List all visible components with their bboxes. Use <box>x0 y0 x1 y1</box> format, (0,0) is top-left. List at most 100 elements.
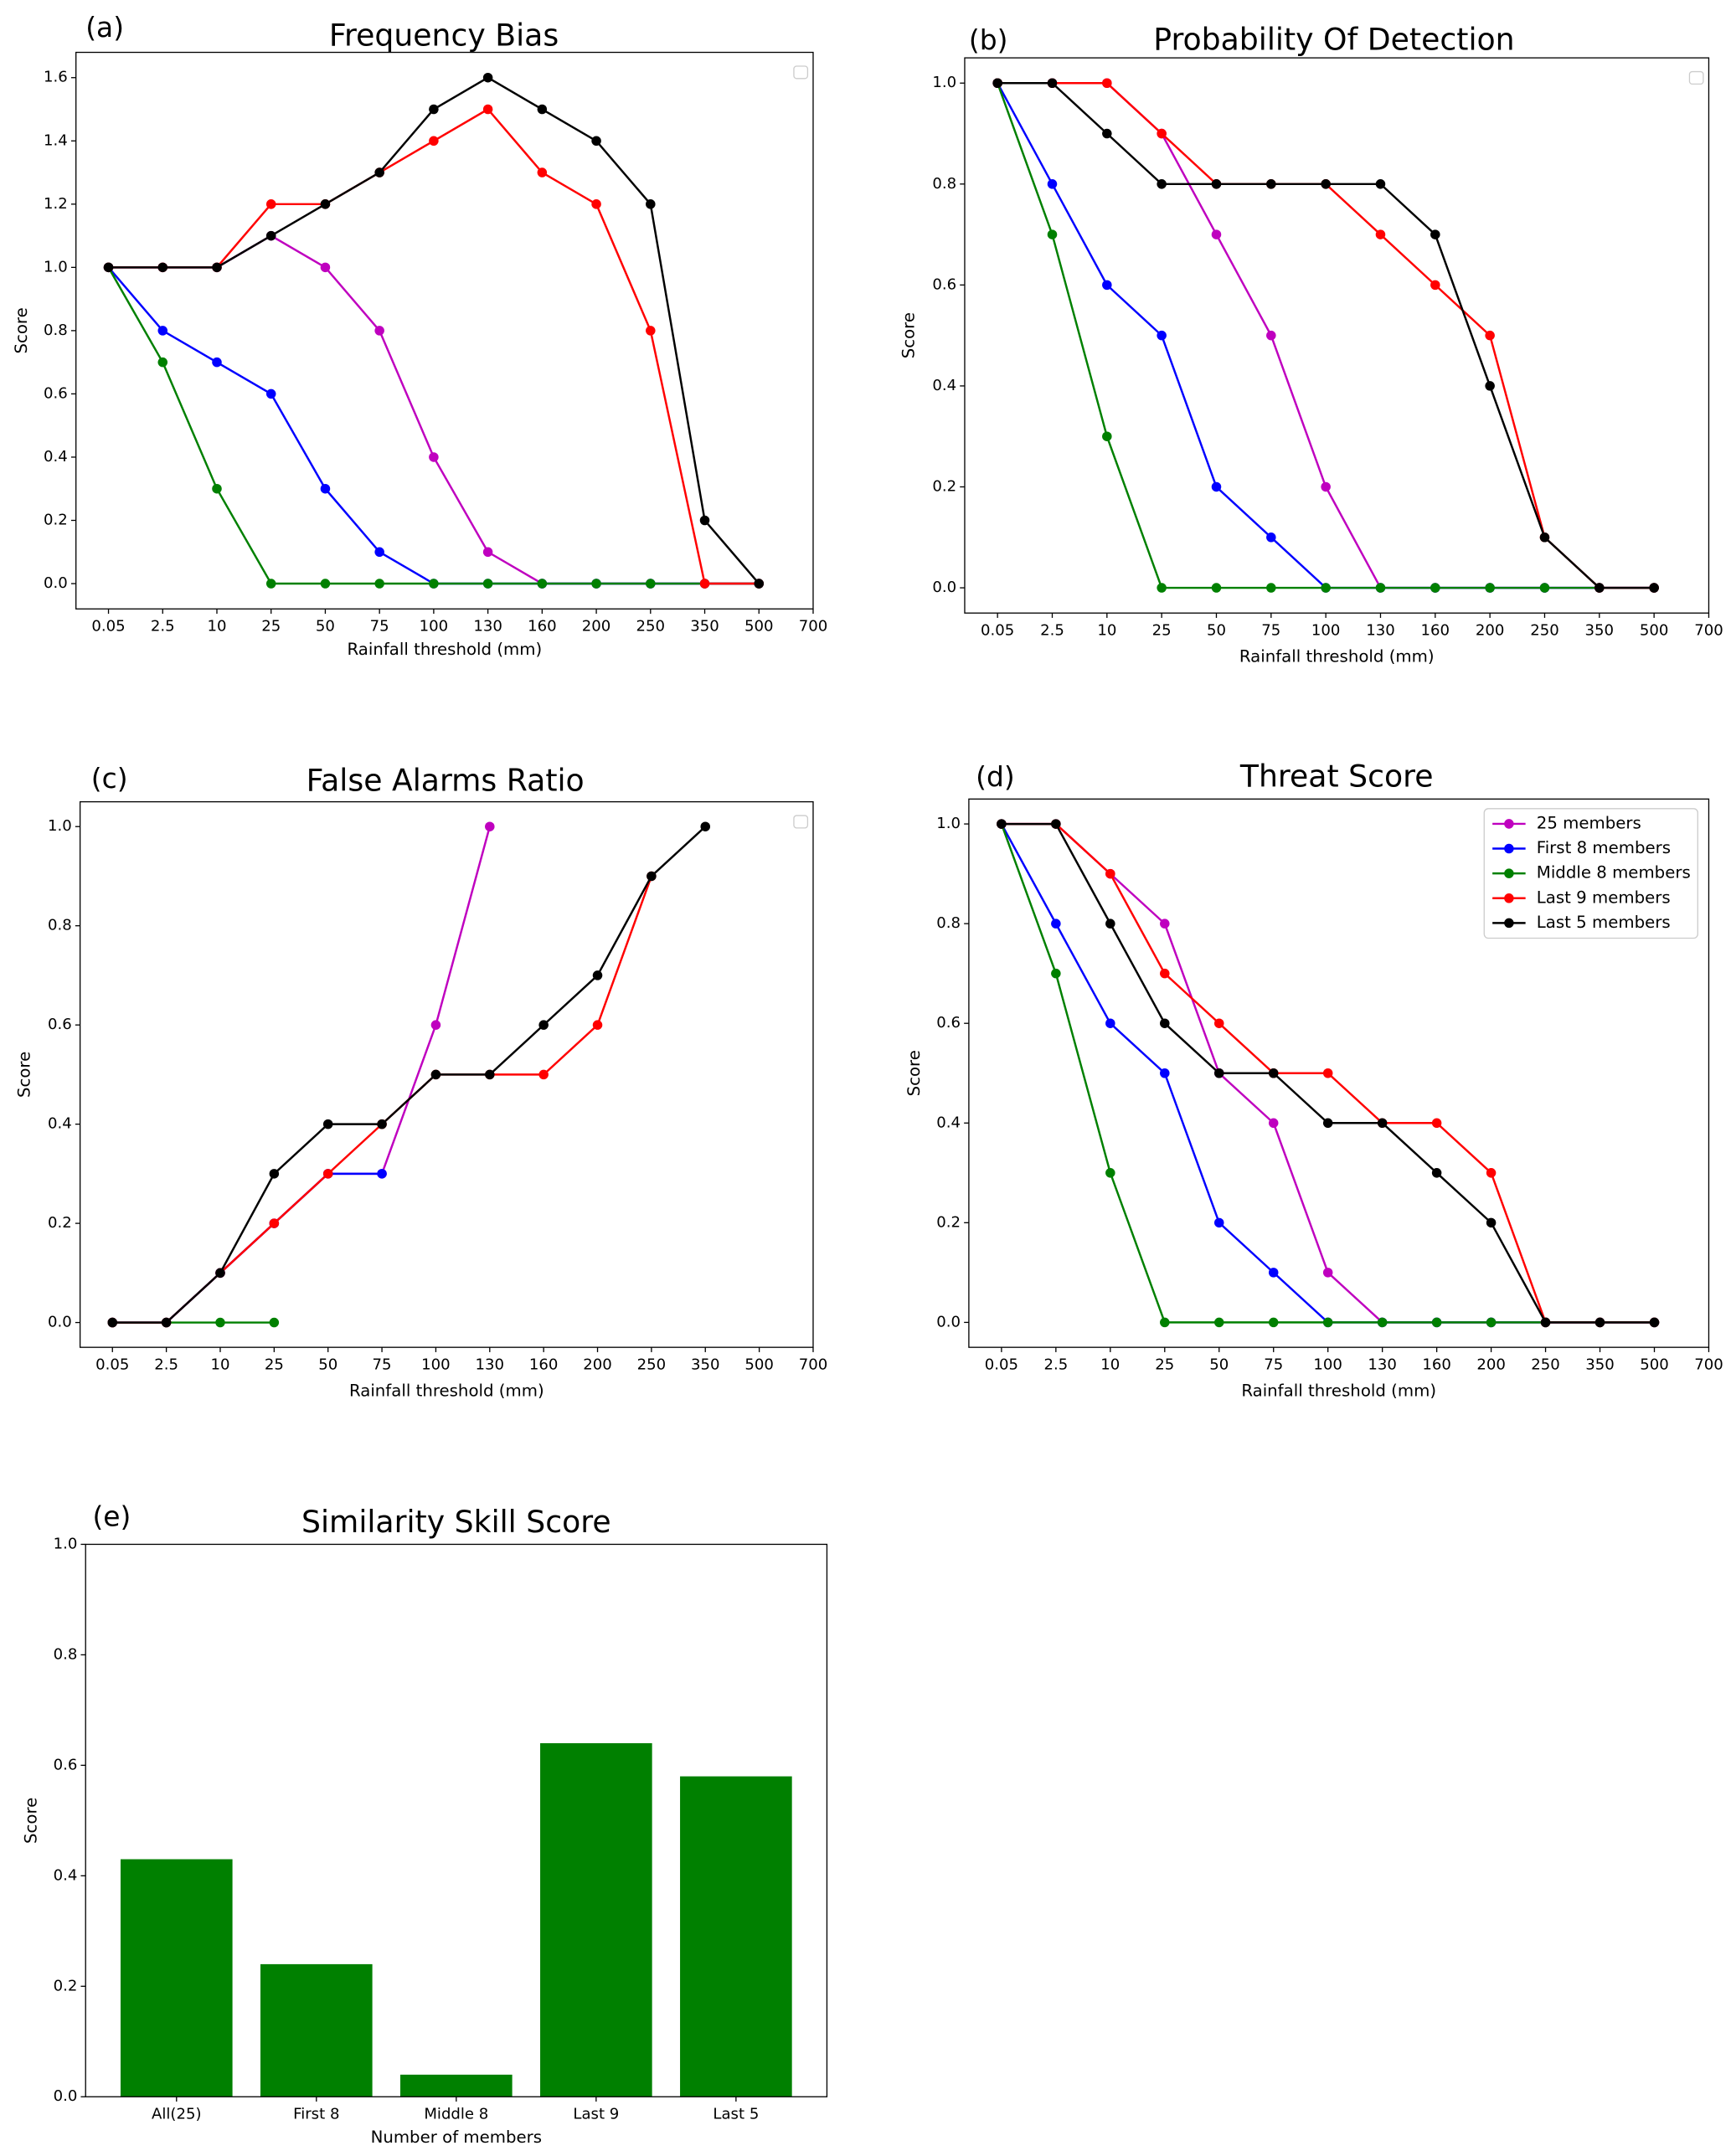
x-axis-label: Rainfall threshold (mm) <box>347 640 542 659</box>
point <box>1160 918 1170 929</box>
x-tick-label: 50 <box>316 618 335 635</box>
point <box>374 326 384 336</box>
point <box>1539 583 1550 593</box>
plot-frame <box>79 800 814 1348</box>
x-tick-label: 160 <box>1422 1356 1451 1374</box>
x-tick-label: 250 <box>636 618 666 635</box>
x-tick-label: 250 <box>1530 622 1559 640</box>
x-axis-label: Rainfall threshold (mm) <box>1241 1381 1436 1400</box>
point <box>107 1317 118 1328</box>
y-tick-label: 0.0 <box>54 2087 78 2105</box>
y-axis-label: Score <box>22 1798 41 1844</box>
x-tick-label: 2.5 <box>1040 622 1064 640</box>
x-tick-label: 100 <box>1313 1356 1342 1374</box>
x-tick-label: 500 <box>1640 1356 1669 1374</box>
x-tick-label: Middle 8 <box>424 2106 488 2123</box>
y-tick-label: 1.0 <box>932 74 956 91</box>
point <box>1051 918 1061 929</box>
x-tick-label: 200 <box>1476 1356 1506 1374</box>
point <box>1322 1317 1333 1328</box>
point <box>1157 128 1167 139</box>
point <box>1268 1268 1279 1278</box>
x-tick-label: 700 <box>799 1356 828 1374</box>
point <box>591 579 601 589</box>
legend-label: First 8 members <box>1537 838 1671 857</box>
bar <box>120 1859 233 2097</box>
point <box>377 1169 387 1179</box>
x-tick-label: 25 <box>261 618 281 635</box>
point <box>754 579 765 589</box>
point <box>1268 1118 1279 1129</box>
x-tick-label: 130 <box>1366 622 1395 640</box>
chart-title: False Alarms Ratio <box>307 763 585 799</box>
x-tick-label: 75 <box>1264 1356 1283 1374</box>
legend-marker <box>1504 918 1514 929</box>
point <box>1539 533 1550 543</box>
point <box>322 1119 333 1129</box>
point <box>592 1020 603 1030</box>
x-tick-label: 200 <box>1476 622 1505 640</box>
plot-frame <box>968 798 1710 1348</box>
bar <box>680 1776 792 2097</box>
x-tick-label: 100 <box>1311 622 1341 640</box>
point <box>646 199 656 209</box>
point <box>377 1119 387 1129</box>
point <box>482 547 493 558</box>
point <box>374 579 384 589</box>
x-tick-label: 2.5 <box>154 1356 178 1374</box>
legend-box <box>793 815 809 829</box>
point <box>1266 330 1276 341</box>
legend-label: Last 5 members <box>1537 913 1671 932</box>
chart-title: Threat Score <box>1239 759 1434 795</box>
point <box>1375 229 1386 239</box>
point <box>265 579 276 589</box>
panel: Threat Score (d) Score Rainfall threshold (… <box>904 759 1723 1401</box>
point <box>1105 1018 1115 1028</box>
point <box>485 1069 495 1080</box>
x-tick-label: 10 <box>1100 1356 1120 1374</box>
point <box>1157 330 1167 341</box>
point <box>1211 229 1222 239</box>
legend-label: Last 9 members <box>1537 888 1671 907</box>
point <box>1266 533 1276 543</box>
x-tick-label: 350 <box>1585 1356 1615 1374</box>
point <box>429 104 439 115</box>
point <box>429 136 439 147</box>
point <box>1268 1317 1279 1328</box>
point <box>1430 229 1440 239</box>
y-tick-label: 0.8 <box>932 175 956 193</box>
x-axis-label: Rainfall threshold (mm) <box>1239 646 1435 666</box>
point <box>537 579 548 589</box>
point <box>1105 918 1115 929</box>
x-tick-label: 100 <box>420 618 449 635</box>
plot-area <box>964 58 1709 614</box>
point <box>1594 583 1605 593</box>
y-tick-label: 0.6 <box>54 1756 78 1773</box>
point <box>647 871 657 882</box>
y-tick-label: 0.2 <box>54 1977 78 1994</box>
x-tick-label: 160 <box>528 618 557 635</box>
point <box>430 1020 441 1030</box>
point <box>1594 1317 1605 1328</box>
point <box>592 970 603 980</box>
x-tick-label: 700 <box>1694 1356 1723 1374</box>
panel-label: (c) <box>91 762 128 795</box>
point <box>322 1169 333 1179</box>
y-tick-label: 0.6 <box>48 1016 72 1033</box>
point <box>1102 128 1112 139</box>
y-axis-label: Score <box>904 1050 924 1096</box>
point <box>1649 583 1659 593</box>
point <box>1051 968 1061 979</box>
x-tick-label: 500 <box>1640 622 1669 640</box>
point <box>269 1169 280 1179</box>
x-tick-label: 160 <box>1421 622 1450 640</box>
point <box>1377 1118 1388 1129</box>
panel-label: (d) <box>976 760 1015 793</box>
x-tick-label: Last 5 <box>713 2106 759 2123</box>
point <box>1213 1068 1224 1078</box>
point <box>1375 583 1386 593</box>
point <box>1157 583 1167 593</box>
x-tick-label: 75 <box>373 1356 392 1374</box>
point <box>591 199 601 209</box>
